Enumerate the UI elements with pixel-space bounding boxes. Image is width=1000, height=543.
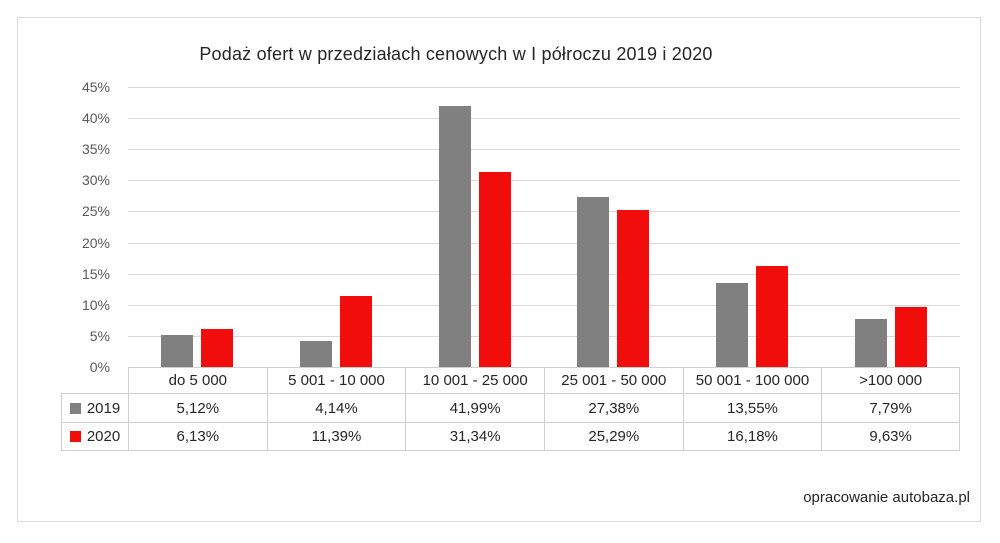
legend-label-2019: 2019 <box>86 399 121 417</box>
chart-title: Podaż ofert w przedziałach cenowych w I … <box>199 44 713 64</box>
source-credit: opracowanie autobaza.pl <box>803 489 970 506</box>
y-axis-tick-label: 10% <box>81 296 110 313</box>
table-value-cell-2019-3: 41,99% <box>405 393 544 422</box>
table-value-cell-2019-6: 7,79% <box>821 393 960 422</box>
bar-2019-6 <box>854 318 887 367</box>
table-value-cell-2020-2: 11,39% <box>266 422 406 451</box>
bar-2020-6 <box>894 307 927 367</box>
gridline <box>128 335 960 337</box>
y-axis: 0% 5% 10% 15% 20% 25% 30% 35% 40% 45% <box>54 79 110 375</box>
table-value-cell-2020-3: 31,34% <box>405 422 544 451</box>
bar-2019-1 <box>161 335 194 367</box>
y-axis-tick-label: 20% <box>81 234 110 251</box>
y-axis-tick-label: 35% <box>81 141 110 158</box>
y-axis-tick-label: 15% <box>81 265 110 282</box>
table-value-cell-2020-5: 16,18% <box>682 422 822 451</box>
gridline <box>128 242 960 244</box>
table-header-cell: >100 000 <box>821 367 960 393</box>
gridline <box>128 273 960 275</box>
bar-2019-4 <box>577 196 610 367</box>
table-value-cell-2019-5: 13,55% <box>682 393 822 422</box>
table-corner-spacer <box>61 367 128 393</box>
table-value-cell-2020-4: 25,29% <box>543 422 683 451</box>
bar-2020-2 <box>340 296 372 367</box>
bar-2019-5 <box>716 282 748 367</box>
gridline <box>128 149 960 151</box>
y-axis-tick-label: 45% <box>81 79 110 95</box>
y-axis-tick-label: 40% <box>81 110 110 127</box>
legend-label-2020: 2020 <box>86 428 121 445</box>
table-value-cell-2020-1: 6,13% <box>128 422 267 451</box>
bar-2019-2 <box>300 341 332 367</box>
y-axis-tick-label: 25% <box>81 203 110 220</box>
bar-2020-4 <box>617 209 650 367</box>
plot-area <box>128 87 960 368</box>
gridline <box>128 180 960 182</box>
legend-swatch-2020 <box>69 431 81 442</box>
gridline <box>128 304 960 306</box>
table-header-cell: 5 001 - 10 000 <box>266 367 406 393</box>
gridline <box>128 87 960 88</box>
bar-2019-3 <box>438 105 471 367</box>
legend-cell-2019: 2019 <box>61 393 128 422</box>
y-axis-tick-label: 5% <box>89 327 110 344</box>
bar-2020-3 <box>478 172 511 367</box>
table-value-cell-2019-4: 27,38% <box>543 393 683 422</box>
bar-2020-5 <box>756 266 788 367</box>
gridline <box>128 211 960 213</box>
y-axis-tick-label: 0% <box>89 359 110 375</box>
legend-swatch-2019 <box>69 402 81 414</box>
y-axis-tick-label: 30% <box>81 172 110 189</box>
gridline <box>128 118 960 120</box>
data-table: do 5 000 5 001 - 10 000 10 001 - 25 000 25 … <box>61 367 960 451</box>
table-header-cell: 50 001 - 100 000 <box>682 367 822 393</box>
table-header-cell: 25 001 - 50 000 <box>543 367 683 393</box>
legend-cell-2020: 2020 <box>61 422 128 451</box>
table-value-cell-2019-2: 4,14% <box>266 393 406 422</box>
bar-2020-1 <box>201 328 234 367</box>
table-value-cell-2020-6: 9,63% <box>821 422 960 451</box>
table-value-cell-2019-1: 5,12% <box>128 393 267 422</box>
table-header-cell: do 5 000 <box>128 367 267 393</box>
table-header-cell: 10 001 - 25 000 <box>405 367 544 393</box>
